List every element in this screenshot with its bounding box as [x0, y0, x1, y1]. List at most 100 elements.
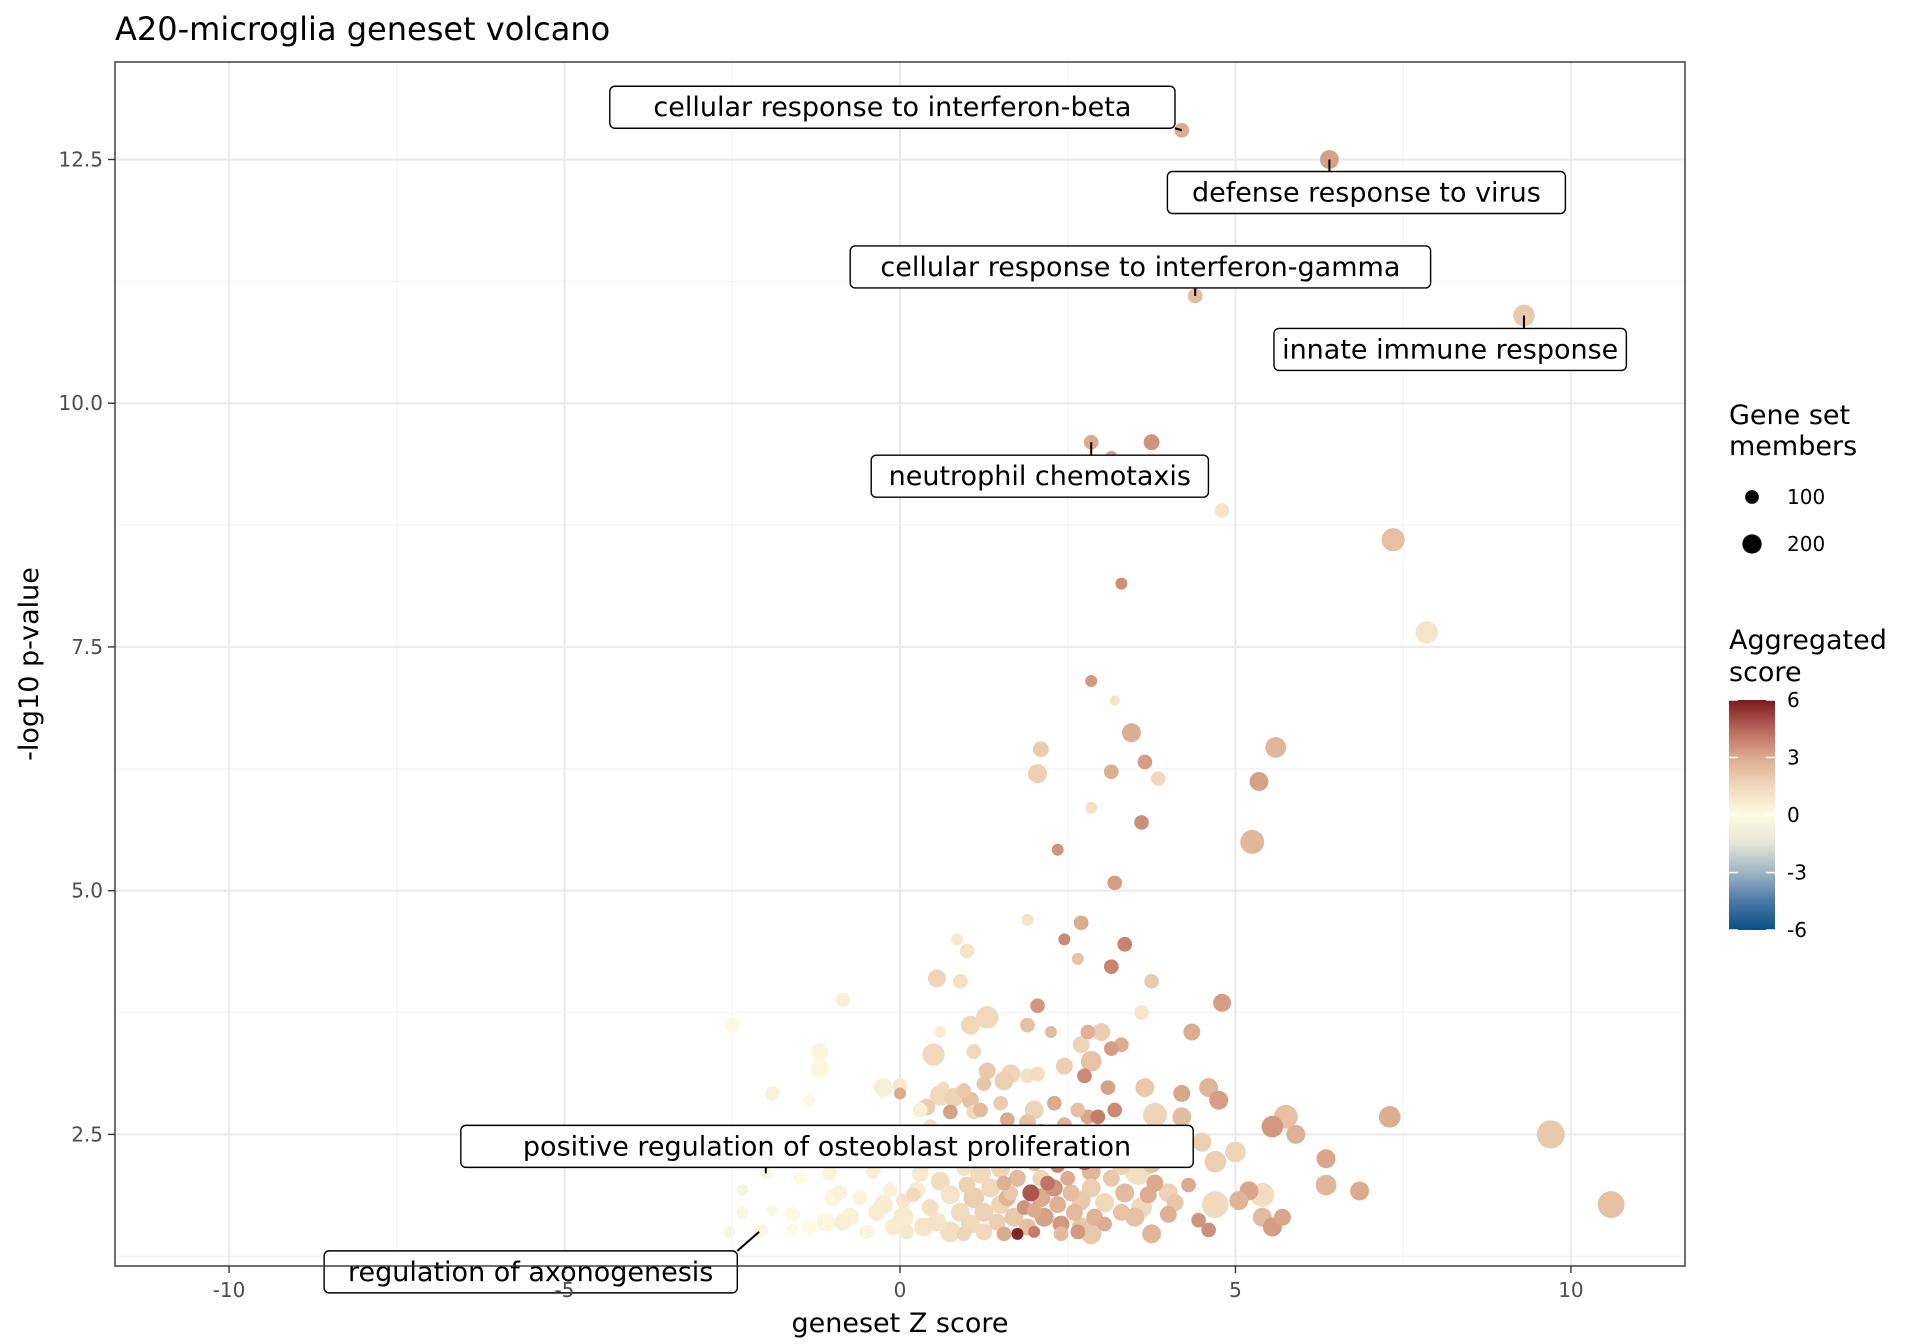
data-point: [868, 1203, 886, 1221]
data-point: [1085, 801, 1098, 814]
data-point: [976, 1076, 992, 1092]
annotation-label: innate immune response: [1273, 315, 1628, 372]
data-point: [966, 1044, 982, 1059]
size-legend-key: [1745, 490, 1759, 504]
data-point: [1199, 1078, 1219, 1098]
annotation-text: cellular response to interferon-gamma: [880, 252, 1400, 283]
data-point: [1102, 1169, 1120, 1187]
data-point: [951, 933, 964, 946]
data-point: [1536, 1120, 1565, 1149]
data-point: [1072, 1036, 1090, 1054]
data-point: [1249, 771, 1269, 791]
data-point: [927, 969, 946, 988]
data-point: [766, 1204, 779, 1217]
data-point: [1107, 1102, 1123, 1118]
data-point: [1071, 952, 1084, 965]
data-point: [822, 1166, 837, 1181]
data-point: [1121, 723, 1141, 743]
annotation-leader-line: [736, 1231, 760, 1252]
data-point: [884, 1218, 902, 1236]
data-point: [1139, 1186, 1157, 1204]
data-point: [981, 1178, 1001, 1198]
x-tick-label: 10: [1558, 1278, 1583, 1302]
annotation-box: [460, 1124, 1194, 1169]
data-point: [1028, 1225, 1041, 1238]
data-point: [913, 1217, 933, 1237]
data-point: [1415, 621, 1438, 644]
data-point: [1181, 1177, 1196, 1193]
data-point: [1022, 1184, 1040, 1202]
annotation-text: positive regulation of osteoblast prolif…: [523, 1131, 1131, 1162]
annotation-text: innate immune response: [1282, 334, 1618, 365]
data-point: [1134, 1005, 1149, 1020]
data-point: [906, 1187, 921, 1203]
data-point: [922, 1043, 945, 1066]
data-point: [975, 1006, 999, 1029]
size-legend-label: 200: [1787, 532, 1825, 556]
data-point: [978, 1062, 996, 1080]
size-legend-title-line-1: Gene set: [1729, 400, 1850, 431]
data-point: [786, 1223, 799, 1236]
data-point: [1103, 764, 1119, 780]
data-point: [1142, 1224, 1162, 1244]
data-point: [1135, 1078, 1155, 1098]
size-legend: Gene set members 100 200: [1729, 400, 1857, 556]
data-point: [1051, 843, 1064, 856]
data-point: [1150, 771, 1166, 786]
annotation-label: cellular response to interferon-beta: [609, 85, 1183, 132]
data-point: [736, 1183, 749, 1196]
data-point: [994, 1071, 1014, 1091]
data-point: [1020, 1017, 1035, 1033]
colorbar-tick-label: 6: [1787, 688, 1800, 712]
data-point: [1083, 434, 1099, 450]
data-point: [1070, 1102, 1086, 1118]
data-point: [1183, 1023, 1201, 1041]
data-point: [785, 1206, 800, 1222]
data-point: [1316, 1149, 1336, 1169]
annotation-leader-line: [1174, 127, 1183, 132]
data-point: [1115, 1183, 1135, 1203]
data-point: [1044, 1026, 1057, 1039]
data-point: [942, 1104, 958, 1120]
data-point: [1073, 915, 1089, 931]
data-point: [1053, 1226, 1069, 1242]
x-tick-label: 0: [894, 1278, 907, 1302]
data-point: [1030, 1066, 1045, 1082]
data-point: [1055, 1057, 1073, 1075]
data-point: [1008, 1169, 1026, 1187]
data-point: [1261, 1115, 1284, 1138]
data-point: [1046, 1095, 1062, 1111]
data-point: [1049, 1196, 1067, 1214]
y-tick-label: 5.0: [71, 879, 103, 903]
data-point: [832, 1185, 847, 1201]
data-point: [1080, 1024, 1096, 1040]
data-point: [1213, 993, 1232, 1012]
data-point: [724, 1017, 740, 1033]
data-point: [1097, 1216, 1112, 1232]
data-point: [1065, 1203, 1083, 1221]
data-point: [1028, 764, 1048, 784]
annotation-box: [1166, 170, 1567, 215]
data-point: [852, 1190, 868, 1206]
data-point: [1095, 1193, 1115, 1213]
x-tick-label: -10: [213, 1278, 246, 1302]
annotation-label: positive regulation of osteoblast prolif…: [460, 1124, 1194, 1174]
data-point: [1201, 1191, 1229, 1218]
data-point: [722, 1225, 735, 1238]
data-point: [974, 1202, 994, 1222]
annotation-label: neutrophil chemotaxis: [870, 442, 1210, 498]
data-point: [1142, 1102, 1167, 1127]
annotation-box: [1273, 327, 1628, 372]
data-point: [810, 1058, 829, 1078]
data-point: [899, 1224, 915, 1240]
data-point: [1060, 1170, 1076, 1186]
data-point: [1077, 1068, 1092, 1084]
data-point: [975, 1223, 993, 1241]
data-point: [1109, 695, 1120, 706]
data-point: [1378, 1106, 1401, 1128]
chart-title: A20-microglia geneset volcano: [115, 10, 610, 48]
size-legend-key: [1742, 534, 1762, 554]
data-point: [1286, 1124, 1306, 1144]
data-point: [1070, 1224, 1086, 1240]
data-point: [834, 1213, 852, 1231]
